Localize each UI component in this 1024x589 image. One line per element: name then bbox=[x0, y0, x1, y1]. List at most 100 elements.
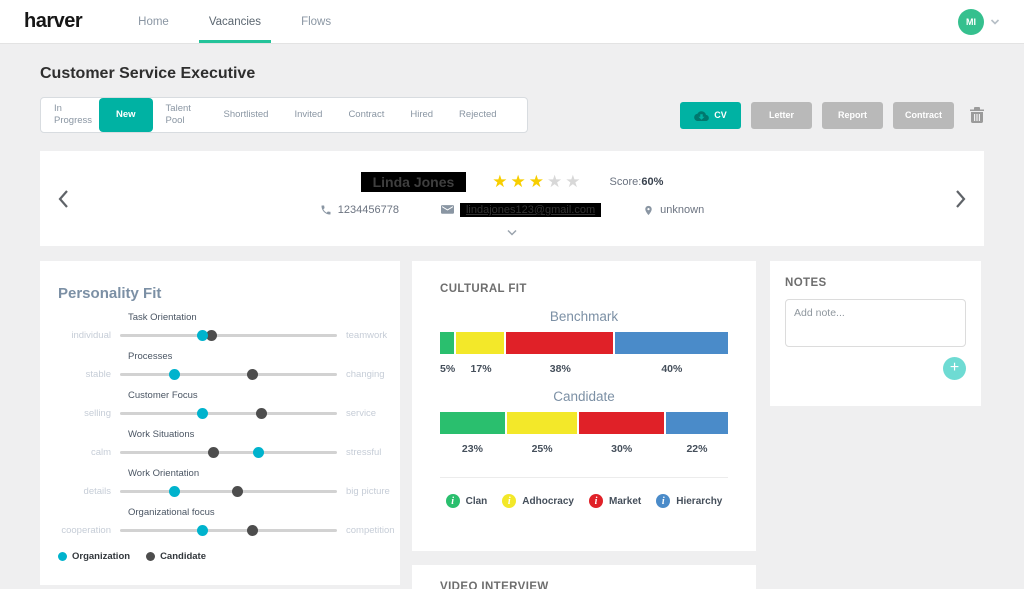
personality-fit-panel: Personality Fit Task Orientation individu… bbox=[40, 261, 400, 585]
candidate-rating-stars[interactable]: ★★★★★ bbox=[492, 172, 583, 192]
cultural-fit-legend: i Clan i Adhocracy i Market i Hierarchy bbox=[440, 494, 728, 508]
email-address: lindajones123@gmail.com bbox=[459, 203, 602, 217]
organization-dot bbox=[253, 447, 265, 458]
cultural-fit-title: CULTURAL FIT bbox=[440, 283, 527, 295]
cultural-legend-item-adhocracy: i Adhocracy bbox=[502, 494, 574, 508]
slider-right-label: stressful bbox=[346, 447, 382, 458]
expand-candidate-chevron-down-icon[interactable] bbox=[506, 224, 518, 242]
organization-dot bbox=[168, 369, 180, 380]
nav-item-vacancies[interactable]: Vacancies bbox=[189, 0, 281, 43]
candidate-card: Linda Jones ★★★★★ Score:60% 1234456778 l… bbox=[40, 151, 984, 246]
candidate-bar-labels: 23% 25% 30% 22% bbox=[440, 443, 728, 455]
letter-button[interactable]: Letter bbox=[751, 101, 812, 129]
candidate-dot bbox=[231, 486, 243, 497]
nav-item-flows[interactable]: Flows bbox=[301, 15, 332, 28]
bar-segment-label: 5% bbox=[440, 363, 456, 375]
report-button-label: Report bbox=[838, 110, 867, 120]
slider-line: cooperation competition bbox=[58, 525, 400, 536]
star-icon: ★ bbox=[565, 172, 584, 191]
bar-segment-hierarchy bbox=[665, 412, 728, 434]
bar-segment-adhocracy bbox=[506, 412, 578, 434]
slider-right-label: teamwork bbox=[346, 330, 388, 341]
bar-segment-market bbox=[579, 412, 664, 434]
slider-track bbox=[120, 408, 337, 419]
cultural-legend-label: Adhocracy bbox=[522, 495, 574, 507]
tab-hired[interactable]: Hired bbox=[410, 109, 434, 121]
legend-label: Candidate bbox=[160, 551, 206, 562]
organization-legend-dot bbox=[58, 552, 67, 561]
bar-segment-label: 22% bbox=[686, 443, 708, 455]
report-button[interactable]: Report bbox=[822, 101, 883, 129]
tab-in-progress[interactable]: In Progress bbox=[54, 103, 93, 126]
clan-info-icon: i bbox=[445, 494, 460, 508]
bar-segment-label: 25% bbox=[531, 443, 553, 455]
slider-track bbox=[120, 330, 337, 341]
tab-shortlisted[interactable]: Shortlisted bbox=[223, 109, 269, 121]
cultural-legend-label: Clan bbox=[465, 495, 488, 507]
tab-contract[interactable]: Contract bbox=[348, 109, 385, 121]
star-icon: ★ bbox=[492, 172, 511, 191]
slider-track bbox=[120, 369, 337, 380]
slider-row: Work Situations calm stressful bbox=[58, 429, 400, 458]
bar-segment-adhocracy bbox=[456, 332, 505, 354]
page-title: Customer Service Executive bbox=[40, 65, 256, 82]
candidate-email[interactable]: lindajones123@gmail.com bbox=[440, 203, 602, 217]
top-nav: harver Home Vacancies Flows MI bbox=[0, 0, 1024, 44]
previous-candidate-button[interactable] bbox=[56, 189, 70, 214]
delete-candidate-button[interactable] bbox=[970, 107, 984, 123]
notes-title: NOTES bbox=[785, 277, 827, 289]
avatar[interactable]: MI bbox=[958, 8, 984, 35]
slider-category-label: Customer Focus bbox=[128, 390, 198, 401]
slider-row: Work Orientation details big picture bbox=[58, 468, 400, 497]
avatar-chevron-down-icon[interactable] bbox=[990, 18, 1000, 26]
slider-category-label: Task Orientation bbox=[128, 312, 197, 323]
legend-item-candidate: Candidate bbox=[146, 551, 206, 562]
score-label: Score: bbox=[609, 176, 642, 188]
organization-dot bbox=[196, 330, 208, 341]
tab-rejected[interactable]: Rejected bbox=[459, 109, 497, 121]
bar-segment-hierarchy bbox=[615, 332, 728, 354]
personality-legend: Organization Candidate bbox=[58, 551, 400, 562]
candidate-score: Score:60% bbox=[610, 176, 664, 188]
benchmark-bar-labels: 5% 17% 38% 40% bbox=[440, 363, 728, 375]
candidate-dot bbox=[246, 525, 258, 536]
slider-category-label: Work Situations bbox=[128, 429, 195, 440]
slider-category-label: Processes bbox=[128, 351, 173, 362]
add-note-button[interactable]: + bbox=[943, 357, 966, 380]
slider-row: Customer Focus selling service bbox=[58, 390, 400, 419]
slider-category-label: Work Orientation bbox=[128, 468, 200, 479]
slider-line: selling service bbox=[58, 408, 400, 419]
phone-number: 1234456778 bbox=[337, 204, 399, 216]
candidate-legend-dot bbox=[146, 552, 156, 561]
candidate-dot bbox=[207, 447, 219, 458]
action-buttons: CV Letter Report Contract bbox=[680, 101, 984, 129]
cv-button[interactable]: CV bbox=[680, 101, 741, 129]
tab-new[interactable]: New bbox=[99, 98, 153, 132]
cv-button-label: CV bbox=[714, 110, 727, 120]
contract-button[interactable]: Contract bbox=[893, 101, 954, 129]
candidate-location: unknown bbox=[643, 204, 704, 217]
slider-line: stable changing bbox=[58, 369, 400, 380]
slider-row: Processes stable changing bbox=[58, 351, 400, 380]
tab-talent-pool[interactable]: Talent Pool bbox=[165, 103, 191, 126]
cultural-legend-item-market: i Market bbox=[588, 494, 642, 508]
personality-fit-title: Personality Fit bbox=[58, 285, 162, 302]
candidate-phone[interactable]: 1234456778 bbox=[320, 204, 399, 216]
candidate-chart-title: Candidate bbox=[553, 389, 615, 404]
next-candidate-button[interactable] bbox=[954, 189, 968, 214]
phone-icon bbox=[321, 205, 331, 215]
add-note-input[interactable] bbox=[785, 299, 966, 347]
bar-segment-market bbox=[506, 332, 614, 354]
tab-invited[interactable]: Invited bbox=[294, 109, 323, 121]
market-info-icon: i bbox=[588, 494, 603, 508]
slider-line: individual teamwork bbox=[58, 330, 400, 341]
slider-track bbox=[120, 486, 337, 497]
location-value: unknown bbox=[660, 204, 705, 216]
pipeline-tabbar: In Progress New Talent Pool Shortlisted Invi… bbox=[40, 97, 528, 133]
slider-category-label: Organizational focus bbox=[128, 507, 215, 518]
slider-left-label: individual bbox=[71, 330, 111, 341]
cultural-legend-label: Market bbox=[608, 495, 642, 507]
harver-logo: harver bbox=[24, 10, 83, 32]
nav-item-home[interactable]: Home bbox=[138, 15, 169, 28]
bar-segment-label: 23% bbox=[461, 443, 483, 455]
